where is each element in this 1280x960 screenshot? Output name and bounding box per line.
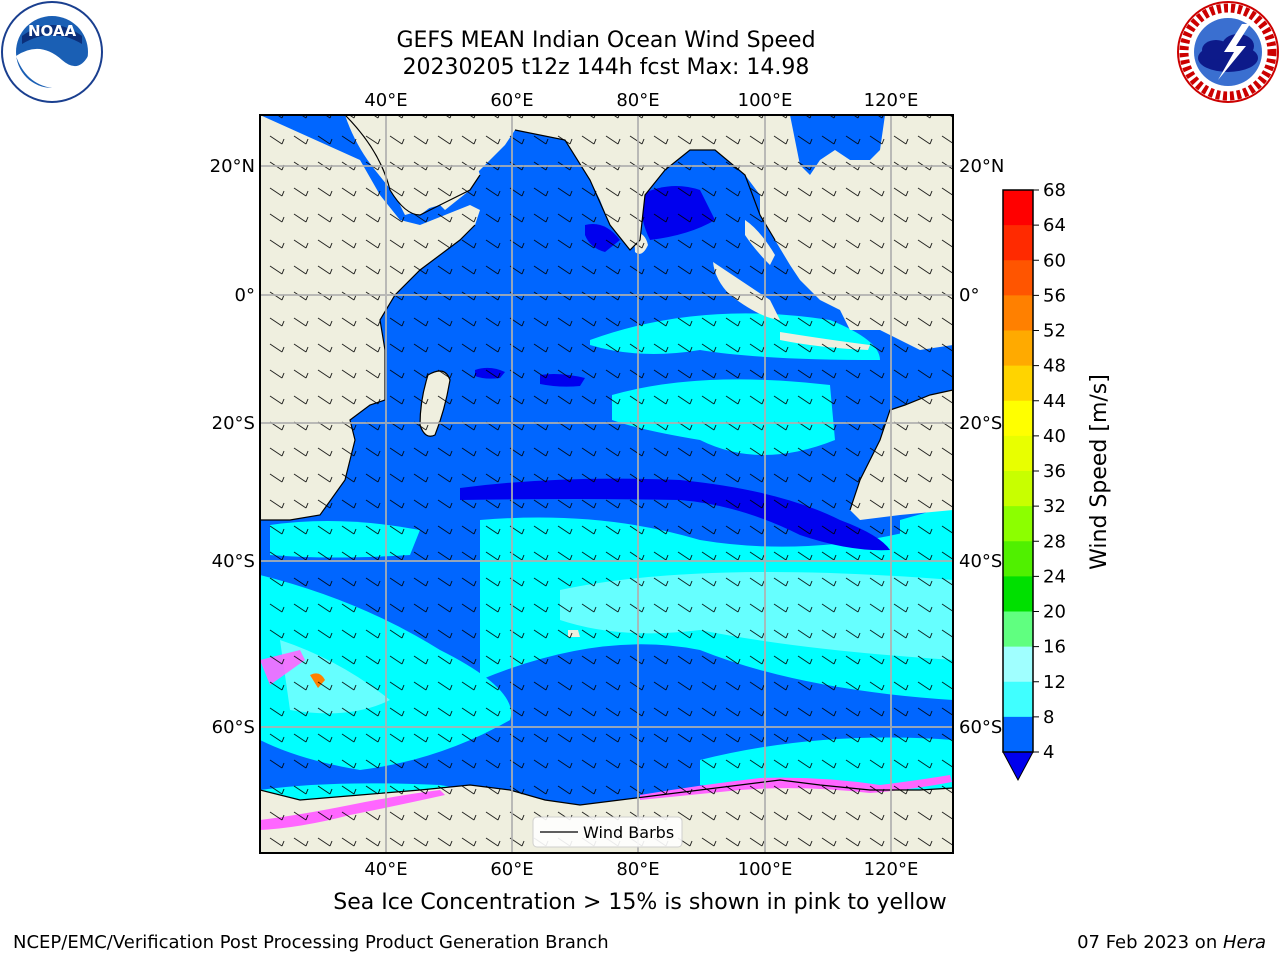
lon-tick: 80°E [616, 859, 659, 880]
colorbar-segment [1003, 681, 1033, 718]
colorbar-tick-label: 28 [1043, 531, 1066, 552]
colorbar-tick-label: 64 [1043, 215, 1066, 236]
lat-ticks-left: 20°N 0° 20°S 40°S 60°S [210, 156, 255, 738]
lon-ticks-bottom: 40°E 60°E 80°E 100°E 120°E [364, 859, 918, 880]
legend-label: Wind Barbs [583, 823, 674, 842]
colorbar-segment [1003, 295, 1033, 331]
colorbar-tick-label: 36 [1043, 461, 1066, 482]
colorbar-tick-label: 12 [1043, 672, 1066, 693]
lat-tick: 0° [959, 285, 979, 306]
colorbar-tick-label: 48 [1043, 356, 1066, 377]
lon-tick: 120°E [864, 90, 919, 111]
colorbar-tick-label: 32 [1043, 496, 1066, 517]
colorbar-segment [1003, 716, 1033, 752]
colorbar-segment [1003, 611, 1033, 648]
colorbar-tick-label: 8 [1043, 707, 1054, 728]
lat-tick: 60°S [959, 717, 1002, 738]
noaa-logo-icon: NOAA [1, 1, 103, 103]
lon-ticks-top: 40°E 60°E 80°E 100°E 120°E [364, 90, 918, 111]
lat-tick: 20°S [959, 413, 1002, 434]
colorbar-segment [1003, 365, 1033, 402]
footer-credit: NCEP/EMC/Verification Post Processing Pr… [13, 932, 609, 953]
colorbar-label: Wind Speed [m/s] [1087, 374, 1112, 570]
colorbar-tick-label: 68 [1043, 180, 1066, 201]
gridlines [260, 115, 953, 853]
lon-tick: 60°E [490, 859, 533, 880]
colorbar-tick-label: 20 [1043, 602, 1066, 623]
lon-tick: 100°E [738, 90, 793, 111]
footer-host: Hera [1222, 932, 1266, 953]
colorbar-segment [1003, 435, 1033, 472]
svg-text:NOAA: NOAA [28, 22, 77, 40]
colorbar-segment [1003, 646, 1033, 683]
colorbar-segment [1003, 260, 1033, 296]
lat-tick: 0° [235, 285, 255, 306]
lat-tick: 20°N [210, 156, 255, 177]
lon-tick: 120°E [864, 859, 919, 880]
lat-tick: 20°N [959, 156, 1004, 177]
colorbar-segment [1003, 400, 1033, 437]
colorbar-segment [1003, 541, 1033, 577]
lon-tick: 60°E [490, 90, 533, 111]
colorbar-segment [1003, 330, 1033, 367]
lat-tick: 60°S [212, 717, 255, 738]
lon-tick: 100°E [738, 859, 793, 880]
colorbar-segment [1003, 190, 1033, 226]
colorbar-segment [1003, 471, 1033, 507]
map-field [260, 115, 953, 853]
lat-tick: 40°S [212, 551, 255, 572]
map-frame [259, 114, 954, 854]
lat-tick: 40°S [959, 551, 1002, 572]
colorbar-tick-label: 4 [1043, 742, 1054, 763]
footer-date: 07 Feb 2023 on Hera [1077, 932, 1266, 953]
colorbar-extend-arrow [1002, 751, 1034, 782]
colorbar-tick-label: 16 [1043, 637, 1066, 658]
colorbar-tick-label: 40 [1043, 426, 1066, 447]
colorbar-tick-label: 60 [1043, 250, 1066, 271]
chart-title: GEFS MEAN Indian Ocean Wind Speed [396, 28, 816, 53]
lon-tick: 40°E [364, 859, 407, 880]
lon-tick: 40°E [364, 90, 407, 111]
colorbar-segment [1003, 225, 1033, 261]
colorbar-tick-label: 24 [1043, 566, 1066, 587]
colorbar-segment [1003, 506, 1033, 542]
lon-tick: 80°E [616, 90, 659, 111]
colorbar-segment [1003, 576, 1033, 612]
nws-logo-icon [1177, 1, 1279, 103]
colorbar-tick-label: 52 [1043, 321, 1066, 342]
colorbar-tick-label: 44 [1043, 391, 1066, 412]
chart-subtitle: 20230205 t12z 144h fcst Max: 14.98 [402, 55, 810, 80]
colorbar-tick-label: 56 [1043, 285, 1066, 306]
footer-date-text: 07 Feb 2023 on [1077, 932, 1223, 953]
lat-tick: 20°S [212, 413, 255, 434]
map-legend: Wind Barbs [532, 816, 683, 848]
lat-ticks-right: 20°N 0° 20°S 40°S 60°S [959, 156, 1004, 738]
colorbar: 68 64 60 56 52 48 44 40 36 32 28 24 20 16 12 8 4 [1002, 180, 1066, 782]
sea-ice-caption: Sea Ice Concentration > 15% is shown in … [333, 890, 947, 915]
